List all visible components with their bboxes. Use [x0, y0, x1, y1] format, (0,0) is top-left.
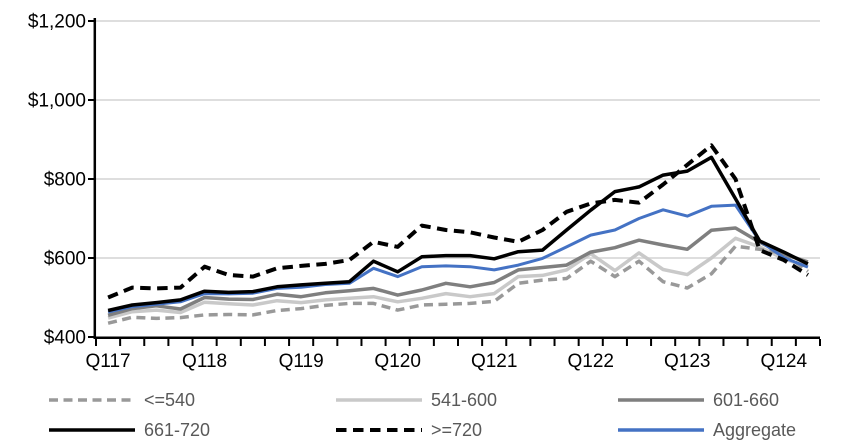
legend-label-661-720: 661-720	[144, 419, 211, 440]
legend-label-le-540: <=540	[144, 389, 196, 410]
x-axis-label: Q123	[664, 351, 710, 372]
x-axis-label: Q117	[86, 351, 131, 372]
legend-item-le-540: <=540	[48, 385, 335, 414]
series-line--720	[107, 143, 809, 300]
y-axis-label: $800	[44, 170, 86, 191]
legend-label-ge-720: >=720	[431, 419, 483, 440]
series-line--540	[107, 244, 809, 325]
legend-item-ge-720: >=720	[335, 415, 617, 444]
y-axis-label: $600	[44, 249, 86, 270]
series-line-541-600	[107, 236, 809, 320]
x-axis-label: Q118	[182, 351, 227, 372]
legend-swatch-aggregate	[618, 427, 704, 432]
legend-swatch-le-540	[49, 397, 135, 402]
legend-swatch-541-600	[336, 397, 422, 402]
legend-swatch-601-660	[618, 397, 704, 402]
series-line-601-660	[107, 226, 809, 317]
legend-item-661-720: 661-720	[48, 415, 335, 444]
x-axis-label: Q120	[374, 351, 420, 372]
y-axis-label: $1,200	[28, 12, 86, 33]
legend-item-541-600: 541-600	[335, 385, 617, 414]
legend-label-541-600: 541-600	[431, 389, 498, 410]
y-axis-label: $1,000	[28, 91, 86, 112]
x-axis-label: Q124	[761, 351, 808, 372]
legend-label-aggregate: Aggregate	[713, 419, 797, 440]
legend-swatch-ge-720	[336, 427, 422, 432]
x-axis-label: Q122	[567, 351, 613, 372]
x-axis-label: Q119	[279, 351, 324, 372]
y-axis-label: $400	[44, 328, 86, 349]
legend-item-601-660: 601-660	[617, 385, 852, 414]
legend-item-aggregate: Aggregate	[617, 415, 852, 444]
legend-label-601-660: 601-660	[713, 389, 780, 410]
chart-legend: <=540 541-600 601-660 661-720 >=720 Aggr…	[0, 381, 852, 444]
x-axis-label: Q121	[471, 351, 517, 372]
series-line-661-720	[107, 155, 809, 313]
line-chart: $400 $600 $800 $1,000 $1,200 Q117 Q118 Q119 Q120…	[28, 12, 821, 372]
legend-swatch-661-720	[49, 427, 135, 432]
